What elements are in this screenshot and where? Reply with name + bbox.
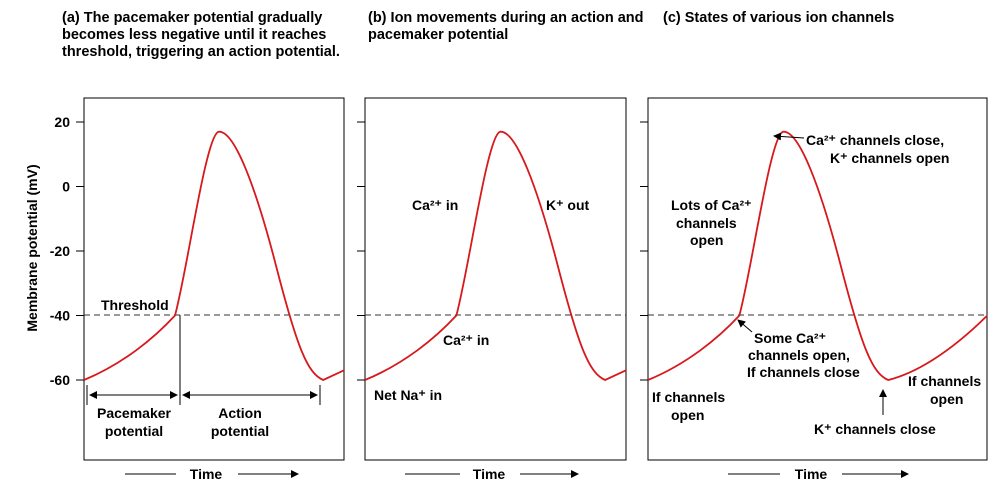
panel-a-tag: (a) [62,10,80,26]
potential-curve-c [647,130,988,381]
some-label-3: If channels close [747,364,860,380]
k-close-label: K⁺ channels close [814,421,936,437]
na-in-label: Net Na⁺ in [374,387,442,403]
time-axis-b: Time [405,466,579,482]
some-arrow [737,319,753,333]
peak-arrow [773,132,805,141]
pacemaker-label-2: potential [105,423,163,439]
ca-in-lower-label: Ca²⁺ in [443,332,489,348]
panel-b-frame [364,97,627,461]
potential-curve-b [364,130,627,381]
ca-close-label-1: Ca²⁺ channels close, [806,132,944,148]
panel-a-title-text: The pacemaker potential gradually become… [62,10,340,60]
lots-label-2: channels [676,215,737,231]
y-tick-label: 0 [62,179,70,195]
ca-close-label-2: K⁺ channels open [830,150,949,166]
time-axis-a: Time [125,466,299,482]
y-tick-label: -40 [50,308,70,324]
pacemaker-label-1: Pacemaker [97,405,172,421]
panel-b-title: (b) Ion movements during an action and p… [368,10,648,44]
time-label-b: Time [473,466,506,482]
y-ticks: 20 0 -20 -40 -60 [50,114,648,388]
if-open-left-label-1: If channels [652,389,725,405]
potential-curve-a [83,130,345,381]
time-label-a: Time [190,466,223,482]
threshold-label: Threshold [101,297,169,313]
some-label-2: channels open, [748,347,850,363]
some-label-1: Some Ca²⁺ [754,330,826,346]
panel-c-title: (c) States of various ion channels [663,10,963,27]
panel-b-title-text: Ion movements during an action and pacem… [368,10,644,43]
k-out-label: K⁺ out [546,197,589,213]
panel-a-frame [83,97,345,461]
lots-label-1: Lots of Ca²⁺ [671,197,752,213]
lots-label-3: open [690,232,723,248]
panel-b-tag: (b) [368,10,387,26]
time-axis-c: Time [728,466,909,482]
y-tick-label: -20 [50,243,70,259]
panel-c-tag: (c) [663,10,681,26]
panel-a-title: (a) The pacemaker potential gradually be… [62,10,362,61]
ca-in-upper-label: Ca²⁺ in [412,197,458,213]
action-label-2: potential [211,423,269,439]
y-tick-label: -60 [50,372,70,388]
y-tick-label: 20 [54,114,70,130]
if-open-right-label-2: open [930,391,963,407]
time-label-c: Time [795,466,828,482]
panel-c-frame [647,97,988,461]
if-open-right-label-1: If channels [908,373,981,389]
if-open-left-label-2: open [671,407,704,423]
y-axis-title: Membrane potential (mV) [24,164,40,331]
action-label-1: Action [218,405,262,421]
panel-c-title-text: States of various ion channels [684,10,895,26]
